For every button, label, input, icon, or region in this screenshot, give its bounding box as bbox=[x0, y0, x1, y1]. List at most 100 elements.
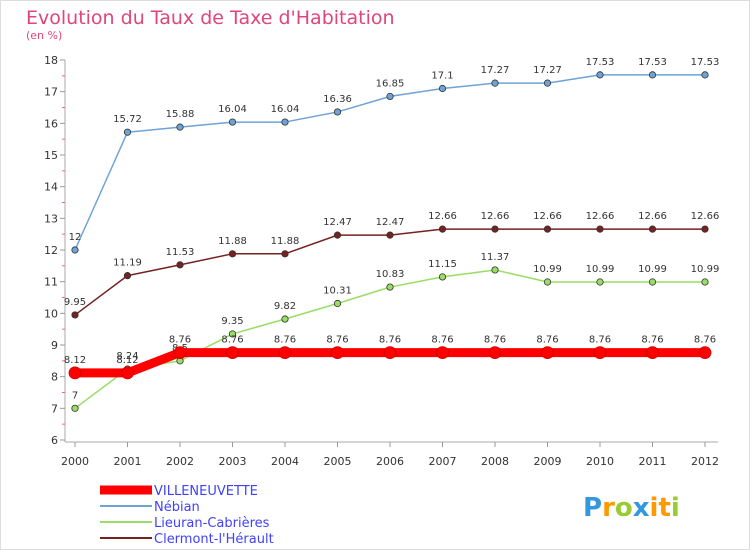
y-tick-label: 7 bbox=[51, 402, 58, 415]
data-point bbox=[491, 79, 499, 87]
data-label: 8.76 bbox=[589, 335, 611, 346]
data-point bbox=[278, 346, 292, 360]
data-label: 17.27 bbox=[533, 65, 562, 76]
data-point bbox=[333, 231, 342, 239]
data-point bbox=[281, 315, 289, 323]
data-label: 8.12 bbox=[64, 355, 86, 366]
data-label: 12.66 bbox=[481, 211, 510, 222]
y-tick-label: 18 bbox=[44, 54, 58, 67]
proxiti-logo: Proxiti bbox=[583, 493, 680, 523]
data-label: 8.24 bbox=[116, 351, 138, 362]
chart-subtitle: (en %) bbox=[26, 29, 62, 42]
y-tick-label: 13 bbox=[44, 212, 58, 225]
data-point bbox=[228, 250, 237, 258]
data-label: 12.66 bbox=[638, 211, 667, 222]
y-tick-label: 9 bbox=[51, 339, 58, 352]
legend-label: Lieuran-Cabrières bbox=[154, 516, 270, 531]
data-point bbox=[648, 71, 657, 79]
data-label: 10.99 bbox=[691, 264, 720, 275]
data-label: 11.15 bbox=[428, 259, 457, 270]
data-point bbox=[701, 71, 709, 79]
data-point bbox=[333, 299, 342, 308]
data-point bbox=[123, 272, 132, 280]
x-tick-label: 2003 bbox=[219, 455, 247, 468]
data-point bbox=[543, 79, 552, 87]
data-point bbox=[71, 246, 79, 254]
data-label: 8.76 bbox=[326, 335, 348, 346]
data-point bbox=[71, 311, 79, 319]
data-label: 10.83 bbox=[376, 269, 405, 280]
data-point bbox=[648, 225, 657, 233]
data-point bbox=[438, 273, 447, 281]
x-tick-label: 2010 bbox=[586, 455, 614, 468]
data-point bbox=[698, 346, 712, 360]
data-label: 12.66 bbox=[691, 211, 720, 222]
x-tick-label: 2009 bbox=[534, 455, 562, 468]
data-label: 8.76 bbox=[641, 335, 663, 346]
series-3: 9.95 11.19 11.53 11.88 11.88 12.47 12.47 12.66 1… bbox=[64, 211, 720, 319]
y-tick-label: 15 bbox=[44, 149, 58, 162]
data-point bbox=[121, 366, 134, 380]
data-point bbox=[541, 346, 554, 360]
data-point bbox=[281, 250, 289, 258]
data-point bbox=[176, 123, 184, 131]
x-tick-label: 2008 bbox=[481, 455, 509, 468]
x-tick-label: 2004 bbox=[271, 455, 299, 468]
data-point bbox=[173, 346, 187, 360]
y-tick-label: 12 bbox=[44, 244, 58, 257]
data-label: 11.88 bbox=[218, 236, 247, 247]
data-point bbox=[543, 225, 552, 233]
data-label: 8.76 bbox=[694, 335, 716, 346]
data-label: 8.76 bbox=[484, 335, 506, 346]
data-label: 12.66 bbox=[586, 211, 615, 222]
data-point bbox=[386, 283, 394, 291]
data-label: 10.31 bbox=[323, 286, 352, 297]
data-point bbox=[383, 346, 397, 360]
data-point bbox=[71, 404, 79, 412]
legend-label: VILLENEUVETTE bbox=[154, 484, 258, 499]
data-label: 8.76 bbox=[379, 335, 401, 346]
data-point bbox=[228, 118, 237, 126]
data-point bbox=[438, 225, 447, 233]
data-point bbox=[491, 266, 499, 274]
data-label: 17.53 bbox=[586, 57, 615, 68]
data-label: 7 bbox=[72, 390, 78, 401]
data-point bbox=[491, 225, 499, 233]
x-tick-label: 2000 bbox=[61, 455, 89, 468]
series-layer: 12 15.72 15.88 16.04 16.04 16.36 16.85 17.1 17.2… bbox=[64, 57, 719, 412]
logo-letter: x bbox=[633, 493, 650, 523]
data-label: 12.47 bbox=[323, 217, 352, 228]
data-label: 11.88 bbox=[271, 236, 300, 247]
data-point bbox=[701, 278, 709, 286]
data-point bbox=[281, 118, 289, 126]
data-label: 15.72 bbox=[113, 114, 142, 125]
data-point bbox=[436, 346, 449, 360]
data-label: 10.99 bbox=[638, 264, 667, 275]
data-point bbox=[596, 278, 604, 286]
data-label: 15.88 bbox=[166, 109, 195, 120]
data-label: 8.76 bbox=[169, 335, 191, 346]
y-tick-label: 17 bbox=[44, 86, 58, 99]
data-label: 11.53 bbox=[166, 247, 195, 258]
data-label: 17.1 bbox=[431, 71, 453, 82]
logo-letter: i bbox=[650, 493, 659, 523]
logo-letter: t bbox=[658, 493, 670, 523]
data-label: 12 bbox=[69, 232, 82, 243]
logo-letter: r bbox=[602, 493, 615, 523]
data-label: 17.53 bbox=[691, 57, 720, 68]
data-label: 8.76 bbox=[431, 335, 453, 346]
data-point bbox=[488, 346, 502, 360]
series-1: 12 15.72 15.88 16.04 16.04 16.36 16.85 17.1 17.2… bbox=[69, 57, 720, 254]
data-label: 16.36 bbox=[323, 94, 352, 105]
data-point bbox=[701, 225, 709, 233]
series-0: 8.12 8.12 8.76 8.76 8.76 8.76 8.76 8.76 8.76 8.76… bbox=[64, 335, 716, 380]
data-point bbox=[123, 128, 132, 136]
data-point bbox=[438, 84, 447, 93]
logo-letter: P bbox=[583, 493, 602, 523]
data-point bbox=[648, 278, 657, 286]
legend-label: Clermont-l'Hérault bbox=[154, 532, 274, 547]
data-point bbox=[646, 346, 659, 360]
data-label: 16.04 bbox=[271, 104, 300, 115]
